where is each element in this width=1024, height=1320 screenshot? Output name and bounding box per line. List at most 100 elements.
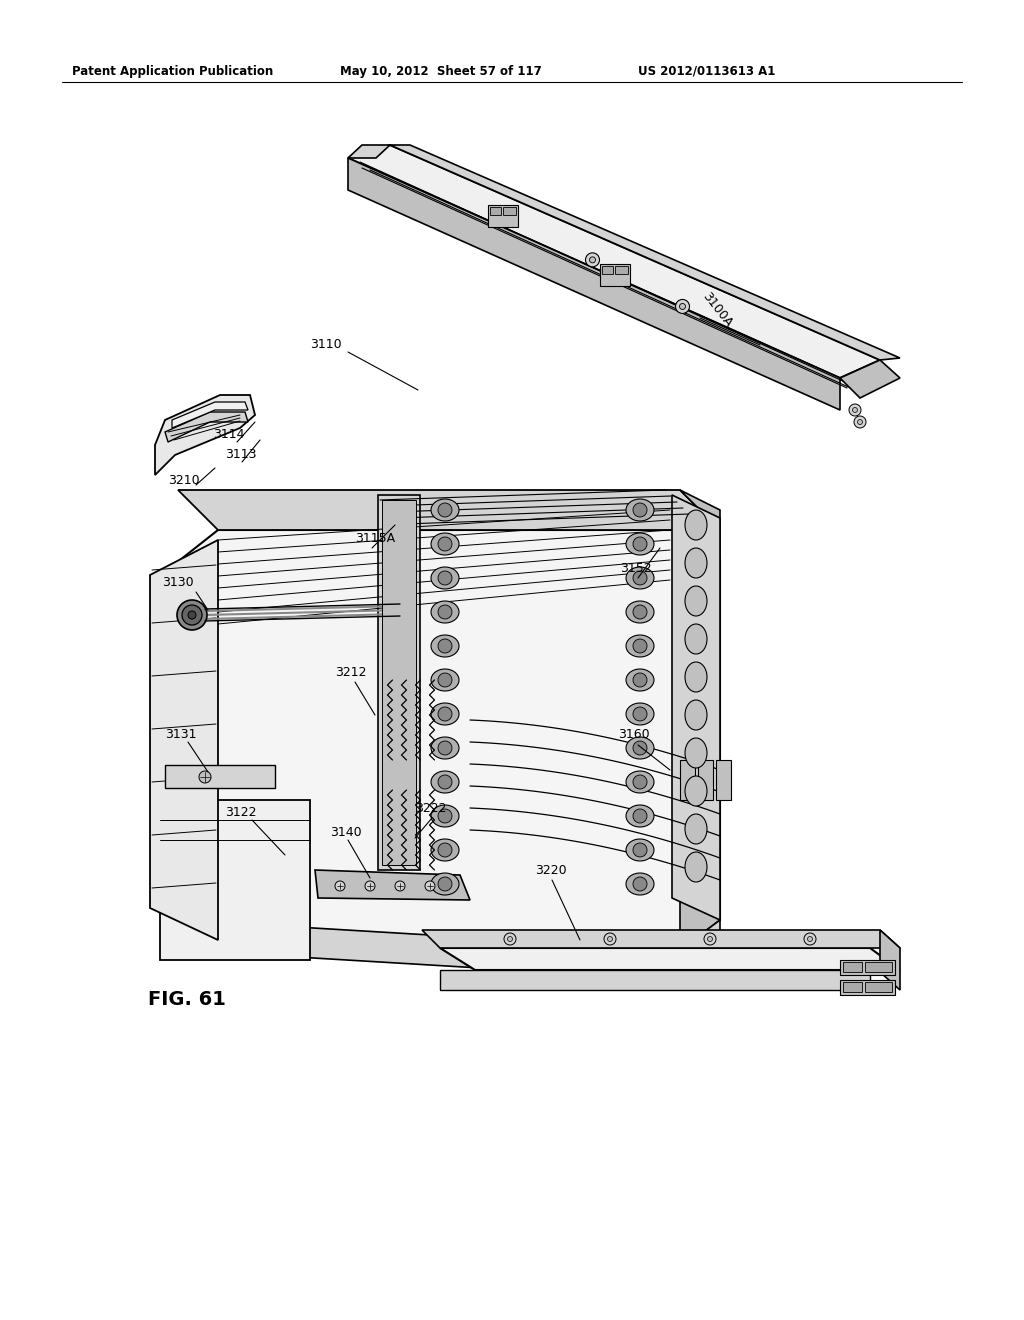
Circle shape (633, 809, 647, 822)
Polygon shape (348, 158, 840, 411)
Circle shape (508, 936, 512, 941)
Circle shape (438, 537, 452, 550)
Polygon shape (487, 205, 517, 227)
Ellipse shape (685, 663, 707, 692)
Ellipse shape (685, 738, 707, 768)
Polygon shape (840, 979, 895, 995)
Polygon shape (150, 540, 218, 940)
Text: 3100A: 3100A (700, 290, 735, 330)
Ellipse shape (685, 548, 707, 578)
Polygon shape (160, 800, 310, 960)
Circle shape (633, 843, 647, 857)
Polygon shape (440, 948, 900, 970)
Text: 3140: 3140 (330, 825, 361, 838)
Text: 3130: 3130 (162, 576, 194, 589)
Polygon shape (880, 931, 900, 990)
Ellipse shape (685, 510, 707, 540)
Text: 3131: 3131 (165, 729, 197, 742)
Polygon shape (180, 531, 720, 950)
Text: 3210: 3210 (168, 474, 200, 487)
Polygon shape (672, 495, 720, 920)
Text: 3222: 3222 (415, 801, 446, 814)
Ellipse shape (685, 624, 707, 653)
Polygon shape (840, 960, 895, 975)
Circle shape (438, 775, 452, 789)
Ellipse shape (626, 669, 654, 690)
Polygon shape (615, 265, 628, 273)
Circle shape (676, 300, 689, 313)
Polygon shape (865, 982, 892, 993)
Ellipse shape (431, 873, 459, 895)
Polygon shape (680, 490, 720, 950)
Polygon shape (503, 207, 515, 215)
Circle shape (438, 741, 452, 755)
Circle shape (680, 304, 685, 309)
Ellipse shape (431, 771, 459, 793)
Polygon shape (489, 207, 501, 215)
Circle shape (633, 639, 647, 653)
Circle shape (590, 257, 596, 263)
Circle shape (633, 741, 647, 755)
Ellipse shape (431, 601, 459, 623)
Circle shape (633, 673, 647, 686)
Circle shape (586, 253, 599, 267)
Circle shape (177, 601, 207, 630)
Circle shape (849, 404, 861, 416)
Text: 3122: 3122 (225, 805, 256, 818)
Circle shape (438, 572, 452, 585)
Polygon shape (165, 766, 275, 788)
Text: US 2012/0113613 A1: US 2012/0113613 A1 (638, 65, 775, 78)
Polygon shape (843, 962, 862, 972)
Circle shape (607, 936, 612, 941)
Polygon shape (390, 145, 900, 360)
Polygon shape (172, 403, 248, 428)
Circle shape (504, 933, 516, 945)
Ellipse shape (431, 533, 459, 554)
Polygon shape (378, 495, 420, 870)
Circle shape (804, 933, 816, 945)
Text: 3113: 3113 (225, 449, 256, 462)
Text: 3114: 3114 (213, 429, 245, 441)
Text: 3220: 3220 (535, 863, 566, 876)
Circle shape (395, 880, 406, 891)
Circle shape (854, 416, 866, 428)
Circle shape (496, 206, 510, 220)
Ellipse shape (431, 669, 459, 690)
Polygon shape (180, 920, 720, 979)
Text: FIG. 61: FIG. 61 (148, 990, 226, 1008)
Circle shape (438, 639, 452, 653)
Text: 3212: 3212 (335, 665, 367, 678)
Polygon shape (422, 931, 900, 948)
Ellipse shape (431, 704, 459, 725)
Circle shape (438, 605, 452, 619)
Polygon shape (680, 760, 695, 800)
Circle shape (335, 880, 345, 891)
Ellipse shape (626, 635, 654, 657)
Text: Patent Application Publication: Patent Application Publication (72, 65, 273, 78)
Ellipse shape (626, 601, 654, 623)
Text: 3110: 3110 (310, 338, 342, 351)
Circle shape (633, 605, 647, 619)
Ellipse shape (626, 737, 654, 759)
Circle shape (500, 210, 506, 216)
Polygon shape (315, 870, 470, 900)
Text: 3152: 3152 (620, 561, 651, 574)
Polygon shape (865, 962, 892, 972)
Circle shape (708, 936, 713, 941)
Polygon shape (155, 395, 255, 475)
Polygon shape (602, 265, 613, 273)
Ellipse shape (685, 814, 707, 843)
Ellipse shape (626, 533, 654, 554)
Polygon shape (382, 500, 416, 865)
Circle shape (365, 880, 375, 891)
Ellipse shape (626, 704, 654, 725)
Polygon shape (698, 760, 713, 800)
Polygon shape (178, 490, 720, 531)
Ellipse shape (431, 805, 459, 828)
Polygon shape (716, 760, 731, 800)
Circle shape (425, 880, 435, 891)
Circle shape (633, 572, 647, 585)
Ellipse shape (626, 771, 654, 793)
Ellipse shape (626, 499, 654, 521)
Polygon shape (348, 145, 880, 378)
